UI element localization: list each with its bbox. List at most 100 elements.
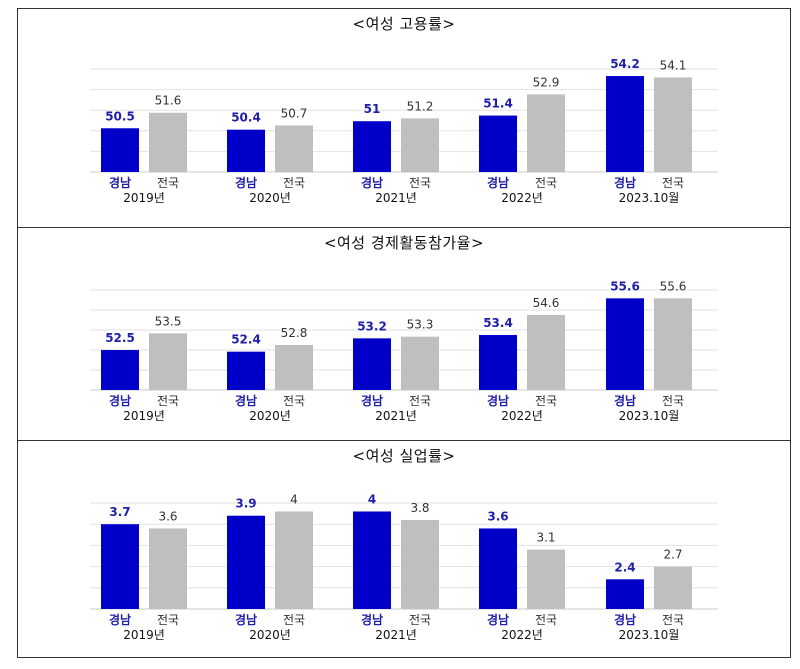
- data-label-gyeongnam: 53.4: [483, 316, 513, 330]
- x-tick-label: 2019년: [123, 191, 165, 205]
- data-label-national: 53.3: [407, 318, 434, 332]
- bar-gyeongnam: [479, 528, 517, 609]
- bar-national: [401, 336, 439, 390]
- series-label-gyeongnam: 경남: [614, 393, 636, 408]
- series-label-gyeongnam: 경남: [361, 393, 383, 408]
- bar-gyeongnam: [101, 350, 139, 390]
- bar-national: [654, 298, 692, 390]
- data-label-national: 54.6: [533, 296, 560, 310]
- bar-national: [654, 77, 692, 172]
- series-label-gyeongnam: 경남: [487, 175, 509, 190]
- bar-gyeongnam: [353, 511, 391, 609]
- series-label-gyeongnam: 경남: [109, 175, 131, 190]
- series-label-national: 전국: [283, 394, 305, 408]
- data-label-gyeongnam: 50.5: [105, 109, 135, 123]
- x-tick-label: 2021년: [375, 191, 417, 205]
- data-label-gyeongnam: 51.4: [483, 97, 513, 111]
- data-label-national: 52.9: [533, 75, 560, 89]
- data-label-gyeongnam: 2.4: [614, 560, 635, 574]
- panel-divider: [18, 440, 790, 441]
- series-label-national: 전국: [535, 176, 557, 190]
- panel-female-unemployment-rate: <여성 실업률> 3.7 경남 3.6 전국 2019년 3.9 경남 4 전국 2020년 4 경남…: [18, 441, 790, 657]
- data-label-national: 2.7: [663, 548, 682, 562]
- series-label-gyeongnam: 경남: [235, 393, 257, 408]
- series-label-gyeongnam: 경남: [487, 393, 509, 408]
- data-label-gyeongnam: 51: [364, 102, 381, 116]
- bar-national: [275, 125, 313, 172]
- series-label-national: 전국: [662, 613, 684, 627]
- series-label-gyeongnam: 경남: [361, 175, 383, 190]
- bar-gyeongnam: [101, 524, 139, 609]
- data-label-national: 51.6: [155, 94, 182, 108]
- data-label-national: 3.1: [536, 531, 555, 545]
- bar-national: [149, 528, 187, 609]
- series-label-national: 전국: [283, 176, 305, 190]
- data-label-national: 3.8: [410, 501, 429, 515]
- data-label-national: 52.8: [281, 326, 308, 340]
- bar-gyeongnam: [227, 351, 265, 390]
- bar-gyeongnam: [353, 338, 391, 390]
- bar-gyeongnam: [606, 298, 644, 390]
- series-label-national: 전국: [157, 613, 179, 627]
- bar-national: [149, 112, 187, 172]
- data-label-gyeongnam: 3.6: [487, 509, 508, 523]
- bar-gyeongnam: [479, 335, 517, 390]
- x-tick-label: 2021년: [375, 409, 417, 423]
- x-tick-label: 2022년: [501, 191, 543, 205]
- data-label-gyeongnam: 52.4: [231, 333, 261, 347]
- series-label-national: 전국: [535, 394, 557, 408]
- bar-national: [527, 94, 565, 172]
- data-label-gyeongnam: 55.6: [610, 279, 640, 293]
- series-label-gyeongnam: 경남: [109, 393, 131, 408]
- bar-gyeongnam: [227, 515, 265, 609]
- x-tick-label: 2019년: [123, 409, 165, 423]
- panel-title: <여성 고용률>: [352, 15, 456, 33]
- data-label-national: 53.5: [155, 314, 182, 328]
- series-label-gyeongnam: 경남: [614, 612, 636, 627]
- panel-divider: [18, 227, 790, 228]
- data-label-national: 4: [290, 492, 298, 506]
- data-label-gyeongnam: 52.5: [105, 331, 135, 345]
- bar-gyeongnam: [479, 115, 517, 172]
- bar-national: [654, 566, 692, 609]
- data-label-national: 51.2: [407, 99, 434, 113]
- x-tick-label: 2022년: [501, 409, 543, 423]
- series-label-gyeongnam: 경남: [487, 612, 509, 627]
- bar-national: [401, 118, 439, 172]
- panel-title: <여성 실업률>: [352, 447, 456, 465]
- series-label-national: 전국: [409, 176, 431, 190]
- series-label-national: 전국: [662, 394, 684, 408]
- bar-national: [275, 511, 313, 609]
- bar-national: [401, 519, 439, 609]
- data-label-gyeongnam: 53.2: [357, 319, 387, 333]
- bar-chart-unemployment: 3.7경남3.6전국2019년3.9경남4전국2020년4경남3.8전국2021…: [90, 492, 718, 642]
- bar-gyeongnam: [227, 129, 265, 172]
- series-label-national: 전국: [283, 613, 305, 627]
- series-label-national: 전국: [535, 613, 557, 627]
- series-label-national: 전국: [157, 176, 179, 190]
- bar-national: [527, 549, 565, 609]
- bar-national: [149, 333, 187, 390]
- series-label-gyeongnam: 경남: [614, 175, 636, 190]
- x-tick-label: 2019년: [123, 628, 165, 642]
- panel-title: <여성 경제활동참가율>: [323, 234, 485, 252]
- bar-gyeongnam: [606, 76, 644, 172]
- x-tick-label: 2020년: [249, 409, 291, 423]
- data-label-gyeongnam: 54.2: [610, 57, 640, 71]
- data-label-gyeongnam: 50.4: [231, 111, 261, 125]
- series-label-national: 전국: [662, 176, 684, 190]
- data-label-gyeongnam: 4: [368, 492, 376, 506]
- x-tick-label: 2021년: [375, 628, 417, 642]
- data-label-national: 3.6: [158, 509, 177, 523]
- bar-chart-employment: 50.5경남51.6전국2019년50.4경남50.7전국2020년51경남51…: [90, 57, 718, 205]
- panel-female-participation-rate: <여성 경제활동참가율> 52.5 경남 53.5 전국 2019년 52.4 경남 52.8…: [18, 228, 790, 440]
- data-label-national: 55.6: [660, 279, 687, 293]
- bar-gyeongnam: [606, 579, 644, 609]
- x-tick-label: 2022년: [501, 628, 543, 642]
- series-label-gyeongnam: 경남: [109, 612, 131, 627]
- data-label-national: 50.7: [281, 106, 308, 120]
- bar-gyeongnam: [101, 128, 139, 172]
- series-label-gyeongnam: 경남: [361, 612, 383, 627]
- series-label-national: 전국: [409, 394, 431, 408]
- x-tick-label: 2023.10월: [619, 628, 680, 642]
